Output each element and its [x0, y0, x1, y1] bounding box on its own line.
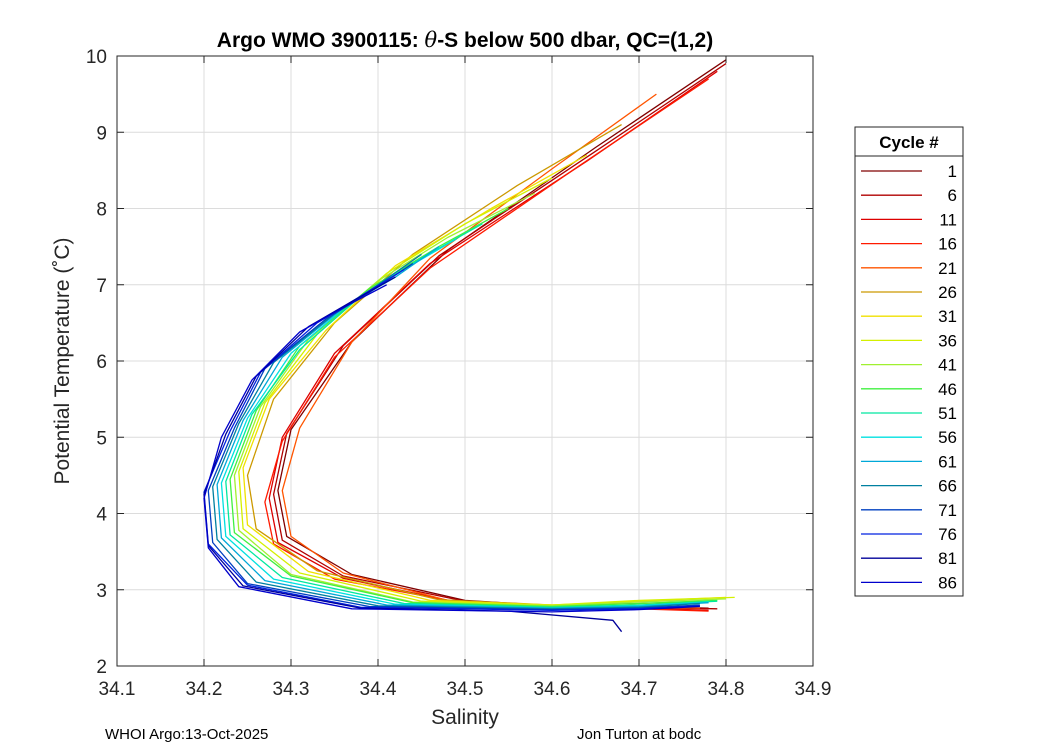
legend-box	[854, 126, 964, 597]
y-tick-label: 8	[96, 200, 107, 221]
series-lines	[203, 59, 735, 633]
x-axis-label: Salinity	[431, 706, 499, 729]
legend-label-cycle-6: 6	[948, 186, 957, 205]
legend: Cycle # 16111621263136414651566166717681…	[854, 126, 964, 597]
x-tick-label: 34.8	[708, 679, 745, 700]
legend-label-cycle-66: 66	[938, 477, 957, 496]
x-tick-label: 34.1	[99, 679, 136, 700]
legend-label-cycle-41: 41	[938, 356, 957, 375]
legend-label-cycle-1: 1	[948, 162, 957, 181]
x-tick-label: 34.5	[447, 679, 484, 700]
y-tick-label: 2	[96, 657, 107, 678]
legend-label-cycle-26: 26	[938, 283, 957, 302]
y-tick-label: 4	[96, 505, 107, 526]
legend-label-cycle-11: 11	[939, 210, 957, 229]
series-line-cycle-71	[207, 262, 700, 611]
legend-label-cycle-16: 16	[938, 235, 957, 254]
y-tick-label: 10	[86, 47, 107, 68]
series-line-cycle-86	[203, 284, 700, 613]
x-tick-label: 34.9	[795, 679, 832, 700]
theta-symbol: θ	[425, 28, 438, 52]
legend-label-cycle-76: 76	[938, 525, 957, 544]
legend-title: Cycle #	[879, 133, 939, 152]
legend-label-cycle-36: 36	[938, 331, 957, 350]
x-tick-label: 34.2	[186, 679, 223, 700]
x-tick-label: 34.6	[534, 679, 571, 700]
series-line-cycle-36	[238, 177, 735, 606]
y-axis-ticks: 2 3 4 5 6 7 8 9 10	[86, 47, 813, 678]
series-line-cycle-46	[229, 207, 718, 608]
legend-label-cycle-71: 71	[938, 501, 957, 520]
x-tick-label: 34.4	[360, 679, 397, 700]
y-tick-label: 3	[96, 581, 107, 602]
x-axis-ticks: 34.1 34.2 34.3 34.4 34.5 34.6 34.7 34.8 34.9	[99, 56, 832, 700]
x-tick-label: 34.7	[621, 679, 658, 700]
legend-label-cycle-46: 46	[938, 380, 957, 399]
legend-label-cycle-86: 86	[938, 573, 957, 592]
x-tick-label: 34.3	[273, 679, 310, 700]
legend-label-cycle-51: 51	[938, 404, 957, 423]
footer-left: WHOI Argo:13-Oct-2025	[105, 726, 269, 743]
y-tick-label: 7	[96, 276, 107, 297]
legend-label-cycle-61: 61	[938, 452, 957, 471]
footer-right: Jon Turton at bodc	[577, 726, 702, 743]
legend-label-cycle-56: 56	[938, 428, 957, 447]
legend-label-cycle-81: 81	[938, 549, 957, 568]
chart-title: Argo WMO 3900115: θ-S below 500 dbar, QC…	[217, 28, 713, 52]
y-tick-label: 9	[96, 123, 107, 144]
y-tick-label: 5	[96, 428, 107, 449]
y-tick-label: 6	[96, 352, 107, 373]
legend-label-cycle-31: 31	[938, 307, 957, 326]
series-line-cycle-41	[233, 192, 727, 607]
legend-label-cycle-21: 21	[938, 259, 957, 278]
y-axis-label: Potential Temperature (˚C)	[51, 237, 74, 484]
